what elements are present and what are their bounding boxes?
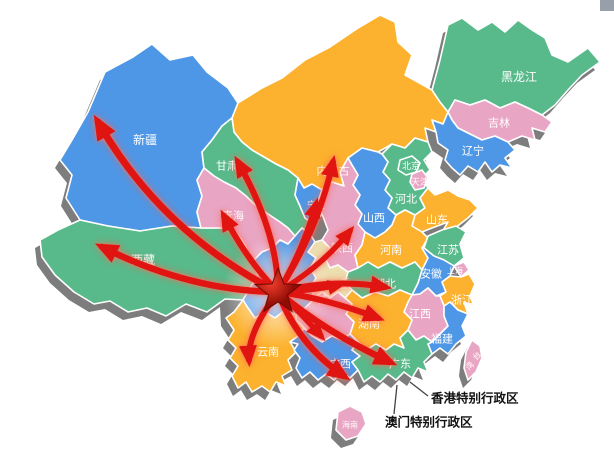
callouts-layer: 香港特别行政区 澳门特别行政区 bbox=[385, 381, 519, 430]
flow-arrow-xinjiang bbox=[93, 114, 282, 296]
province-tianjin[interactable] bbox=[409, 169, 429, 191]
callout-macau-label: 澳门特别行政区 bbox=[385, 415, 473, 430]
province-liaoning[interactable] bbox=[431, 111, 516, 176]
flow-arrow-xizang bbox=[95, 243, 282, 296]
corner-artifact bbox=[600, 0, 614, 11]
province-taiwan[interactable] bbox=[463, 339, 483, 381]
province-shandong[interactable] bbox=[411, 187, 479, 233]
province-hainan[interactable] bbox=[335, 405, 367, 441]
callout-hongkong-line bbox=[409, 381, 429, 397]
flow-arrow-neimenggu bbox=[275, 154, 339, 295]
callout-macau-line bbox=[393, 384, 398, 415]
province-shanghai[interactable] bbox=[453, 261, 470, 278]
origin-star bbox=[253, 266, 303, 313]
province-fujian[interactable] bbox=[427, 301, 469, 355]
callout-hongkong-label: 香港特别行政区 bbox=[430, 391, 519, 406]
